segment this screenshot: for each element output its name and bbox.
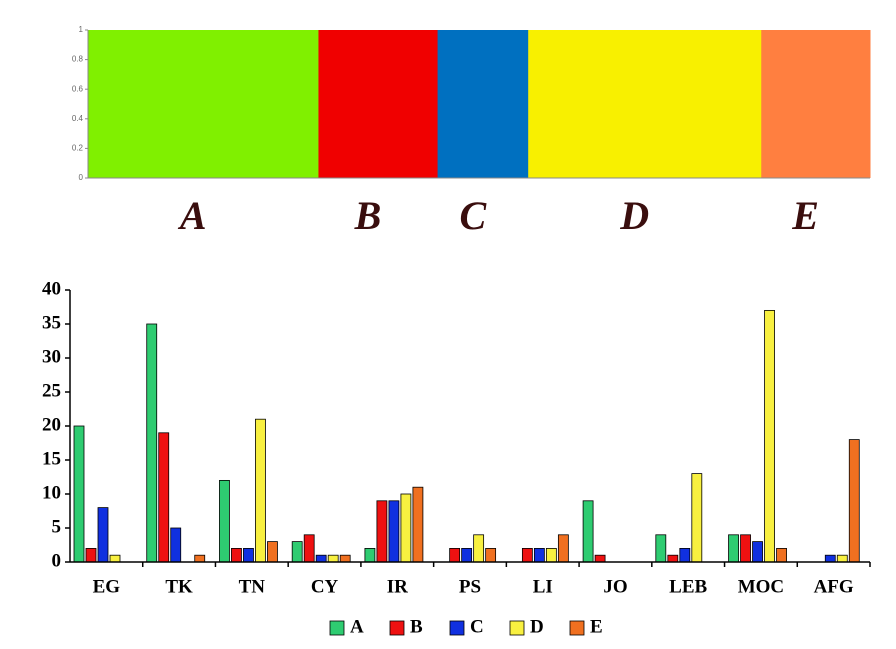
legend-label: E: [590, 616, 603, 637]
bar: [194, 554, 206, 563]
y-tick-label: 0.4: [72, 114, 84, 123]
cluster-label: D: [619, 193, 649, 238]
x-tick-label: EG: [93, 576, 121, 597]
legend-label: C: [470, 616, 484, 637]
bar: [158, 432, 170, 563]
cluster-label: E: [791, 193, 819, 238]
x-tick-label: TN: [239, 576, 266, 597]
bar: [291, 541, 303, 563]
y-tick-label: 25: [42, 380, 61, 401]
cluster-label: B: [354, 193, 382, 238]
bar: [315, 554, 327, 563]
bar: [303, 534, 315, 563]
y-tick-label: 0.2: [72, 144, 84, 153]
bar: [146, 323, 158, 563]
bar: [109, 554, 121, 563]
bar: [764, 309, 775, 563]
legend-swatch: [569, 620, 585, 636]
bar: [655, 534, 667, 563]
bar: [449, 548, 461, 563]
bar: [521, 548, 533, 563]
cluster-label: C: [460, 193, 488, 238]
cluster-bar: [528, 30, 762, 178]
bar: [582, 500, 594, 563]
bar: [243, 548, 254, 563]
bar: [73, 425, 85, 563]
x-tick-label: IR: [387, 576, 408, 597]
x-tick-label: MOC: [738, 576, 784, 597]
cluster-bar: [318, 30, 439, 178]
bar: [679, 548, 691, 563]
y-tick-label: 10: [42, 482, 61, 503]
x-tick-label: TK: [165, 576, 193, 597]
bar: [339, 554, 351, 563]
bar: [691, 473, 703, 563]
y-tick-label: 1: [79, 25, 84, 34]
y-tick-label: 5: [52, 516, 62, 537]
cluster-bar: [437, 30, 529, 178]
bar: [219, 479, 230, 563]
bar: [752, 541, 763, 563]
bar: [364, 548, 376, 563]
y-tick-label: 0.8: [72, 55, 84, 64]
bar: [97, 507, 109, 563]
y-tick-label: 0.6: [72, 84, 84, 93]
bar: [85, 548, 97, 563]
bar: [776, 548, 787, 563]
bar: [836, 554, 848, 563]
bar: [461, 548, 473, 563]
y-tick-label: 15: [42, 448, 61, 469]
bar: [231, 548, 242, 563]
x-tick-label: LI: [533, 576, 553, 597]
legend-label: B: [410, 616, 423, 637]
legend-swatch: [509, 620, 525, 636]
legend-swatch: [329, 620, 345, 636]
bar: [848, 439, 860, 563]
y-tick-label: 30: [42, 346, 61, 367]
bar: [728, 534, 739, 563]
bar: [388, 500, 400, 563]
cluster-bar: [761, 30, 871, 178]
x-tick-label: JO: [603, 576, 627, 597]
bar: [740, 534, 751, 563]
bar: [667, 554, 679, 563]
bar: [412, 486, 424, 563]
legend-label: D: [530, 616, 544, 637]
x-tick-label: CY: [311, 576, 339, 597]
bar: [473, 534, 485, 563]
bar: [545, 548, 557, 563]
bar: [170, 527, 182, 563]
x-tick-label: PS: [459, 576, 481, 597]
y-tick-label: 40: [42, 278, 61, 299]
y-tick-label: 35: [42, 312, 61, 333]
bar: [376, 500, 388, 563]
cluster-bar: [88, 30, 319, 178]
y-tick-label: 0: [52, 550, 62, 571]
legend-swatch: [449, 620, 465, 636]
x-tick-label: AFG: [814, 576, 854, 597]
bar: [824, 554, 836, 563]
y-tick-label: 0: [79, 173, 84, 182]
cluster-label: A: [177, 193, 207, 238]
bar: [327, 554, 339, 563]
bar: [533, 548, 545, 563]
x-tick-label: LEB: [669, 576, 707, 597]
legend-swatch: [389, 620, 405, 636]
y-tick-label: 20: [42, 414, 61, 435]
bar: [400, 493, 412, 563]
bar: [267, 541, 278, 563]
bar: [594, 554, 606, 563]
bar: [485, 548, 497, 563]
legend-label: A: [350, 616, 364, 637]
bar: [557, 534, 569, 563]
bar: [255, 418, 266, 563]
